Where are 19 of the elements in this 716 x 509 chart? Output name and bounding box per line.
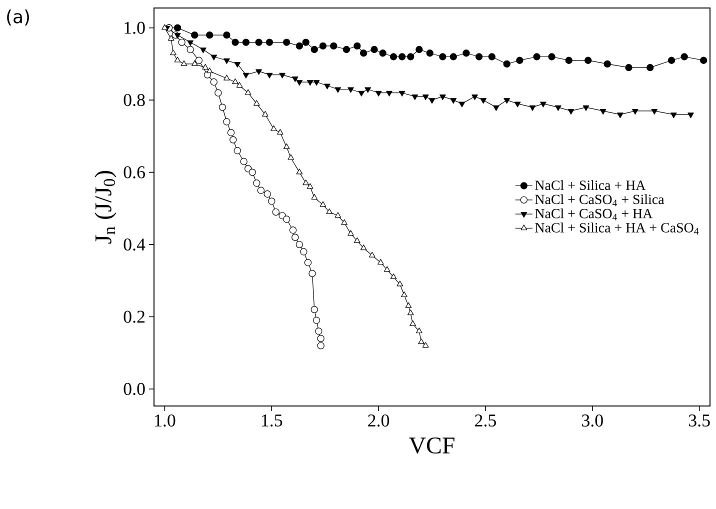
x-tick-label: 3.0	[582, 414, 603, 427]
x-tick-label: 1.0	[155, 414, 176, 427]
text: (a)	[7, 10, 29, 26]
y-axis-title: J$_{n}$ (J/J$_{0}$)	[94, 170, 116, 244]
x-tick-label: 2.0	[368, 414, 390, 427]
x-tick-label: 1.5	[262, 414, 282, 427]
y-tick-label: 0.8	[124, 94, 145, 106]
legend-label: NaCl + CaSO$_{4}$ + Silica	[535, 194, 664, 206]
y-tick-label: 0.2	[124, 310, 145, 323]
y-tick-label: 0.4	[124, 238, 146, 251]
legend-label: NaCl + Silica + HA	[535, 180, 646, 190]
y-tick-label: 0.0	[124, 382, 145, 396]
y-tick-label: 0.6	[124, 166, 145, 178]
x-tick-label: 2.5	[475, 414, 496, 427]
legend-label: NaCl + CaSO$_{4}$ + HA	[535, 208, 653, 220]
x-tick-label: 3.5	[688, 414, 710, 427]
y-tick-label: 1.0	[124, 22, 145, 34]
x-axis-title: VCF	[409, 437, 454, 454]
legend-label: NaCl + Silica + HA + CaSO$_{4}$	[535, 222, 699, 234]
